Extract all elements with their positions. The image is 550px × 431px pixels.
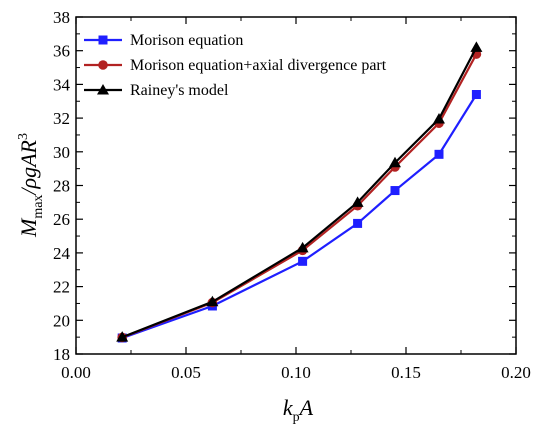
- x-axis-ticks: 0.00 0.05 0.10 0.15 0.20: [61, 17, 531, 382]
- data-point-triangle: [206, 295, 219, 307]
- legend-label: Morison equation+axial divergence part: [130, 57, 387, 74]
- y-tick-label: 32: [53, 109, 70, 128]
- y-axis-title-tail: /ρgAR: [16, 139, 41, 196]
- y-tick-label: 20: [53, 311, 70, 330]
- data-point-circle: [98, 60, 108, 70]
- data-point-square: [298, 256, 308, 266]
- y-axis-title: Mmax/ρgAR3: [16, 133, 46, 238]
- y-tick-label: 36: [53, 42, 70, 61]
- legend-item: Morison equation: [84, 32, 243, 49]
- data-point-square: [98, 35, 108, 45]
- x-axis-title: kpA: [283, 395, 314, 425]
- data-point-triangle: [433, 112, 445, 124]
- legend-item: Rainey's model: [84, 82, 229, 99]
- y-axis-title-sub: max: [31, 195, 46, 219]
- data-point-triangle: [116, 331, 129, 342]
- y-tick-label: 30: [53, 143, 70, 162]
- x-tick-label: 0.15: [391, 363, 421, 382]
- series-group: [116, 41, 483, 342]
- x-tick-label: 0.05: [171, 363, 201, 382]
- data-point-triangle: [296, 241, 309, 253]
- legend-label: Rainey's model: [130, 82, 229, 99]
- series-line: [121, 93, 478, 340]
- series-group: [117, 90, 481, 343]
- data-point-triangle: [389, 156, 401, 168]
- y-axis-ticks: 18 20 22 24 26 28 30 32 34 36 38: [53, 8, 516, 364]
- x-axis-title-tail: A: [298, 395, 314, 420]
- x-tick-label: 0.10: [281, 363, 311, 382]
- x-tick-label: 0.00: [61, 363, 91, 382]
- legend-label: Morison equation: [130, 32, 243, 49]
- y-tick-label: 24: [53, 244, 71, 263]
- legend: Morison equation Morison equation+axial d…: [84, 32, 387, 99]
- y-axis-title-sup: 3: [16, 133, 31, 140]
- series-layer: [116, 41, 483, 343]
- y-tick-label: 18: [53, 345, 70, 364]
- data-point-triangle: [351, 196, 364, 207]
- x-axis-title-sub: p: [293, 410, 300, 425]
- y-tick-label: 34: [53, 75, 71, 94]
- data-point-square: [390, 186, 400, 196]
- y-axis-title-main: M: [16, 217, 41, 238]
- y-tick-label: 28: [53, 177, 70, 196]
- legend-item: Morison equation+axial divergence part: [84, 57, 387, 74]
- data-point-square: [353, 218, 363, 228]
- y-tick-label: 22: [53, 278, 70, 297]
- y-tick-label: 38: [53, 8, 70, 27]
- data-point-square: [471, 90, 481, 100]
- data-point-triangle: [97, 84, 109, 95]
- x-tick-label: 0.20: [501, 363, 531, 382]
- y-tick-label: 26: [53, 210, 70, 229]
- x-axis-title-main: k: [283, 395, 294, 420]
- data-point-triangle: [470, 41, 483, 52]
- data-point-square: [434, 149, 444, 159]
